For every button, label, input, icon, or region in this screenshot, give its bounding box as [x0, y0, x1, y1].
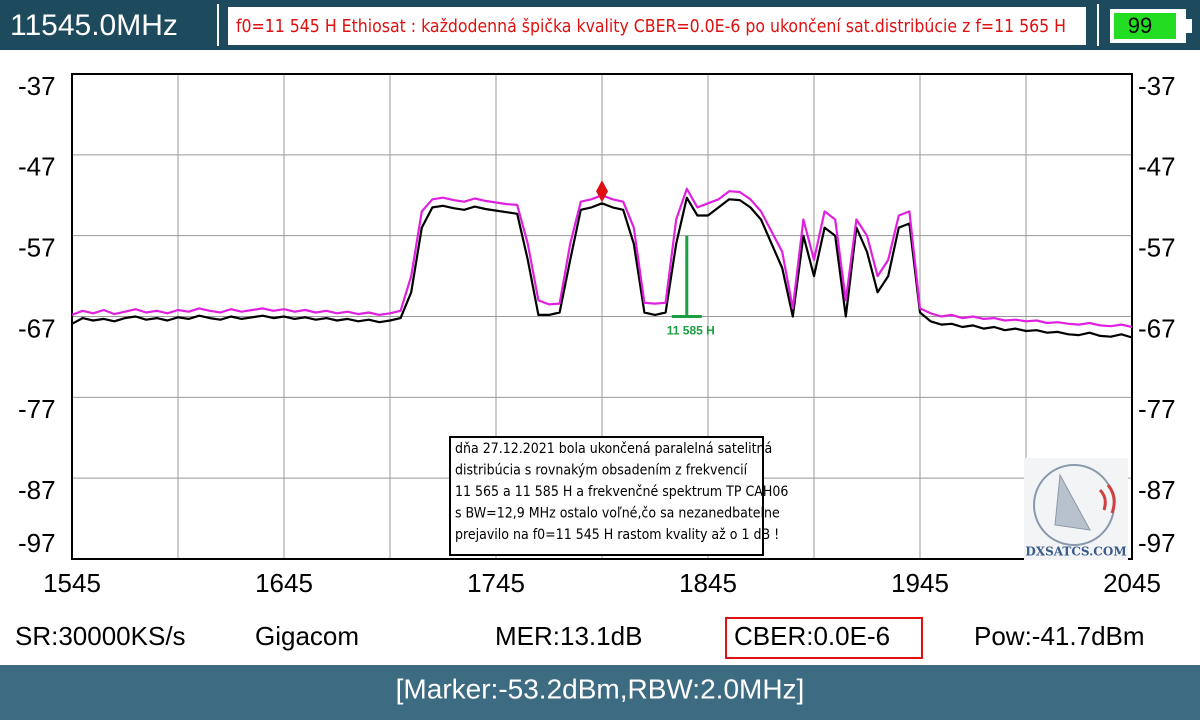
- x-tick-label: 1545: [43, 568, 101, 598]
- spectrum-chart: -97 -97 -87 -87 -77 -77 -67 -67 -57 -57 -47 -47 -37 -…: [18, 71, 1176, 598]
- y-tick-label: -57: [18, 233, 56, 263]
- logo-dish: [1054, 473, 1091, 531]
- note-line: distribúcia s rovnakým obsadením z frekv…: [455, 463, 748, 479]
- message: f0=11 545 H Ethiosat : každodenná špička…: [236, 16, 1066, 37]
- mer: MER:13.1dB: [495, 621, 642, 651]
- y-tick-label: -97: [1138, 528, 1176, 558]
- y-tick-label: -47: [18, 152, 56, 182]
- note-line: s BW=12,9 MHz ostalo voľné,čo sa nezaned…: [455, 506, 780, 522]
- cber: CBER:0.0E-6: [734, 621, 890, 651]
- battery-level: [1114, 13, 1176, 39]
- marker-readout: [Marker:-53.2dBm,RBW:2.0MHz]: [396, 673, 805, 704]
- battery-text: 99: [1128, 13, 1152, 38]
- plot-frame: [71, 73, 1133, 560]
- note-box: [449, 436, 764, 556]
- logo-waves: [1098, 484, 1116, 514]
- marker: [596, 180, 608, 203]
- x-tick-label: 2045: [1103, 568, 1161, 598]
- y-tick-label: -87: [1138, 475, 1176, 505]
- trace: [71, 196, 1133, 339]
- provider: Gigacom: [255, 621, 359, 651]
- note-line: dňa 27.12.2021 bola ukončená paralelná s…: [455, 441, 772, 457]
- message-box: [228, 7, 1086, 45]
- note-line: 11 565 a 11 585 H a frekvenčné spektrum …: [455, 484, 788, 500]
- y-tick-label: -47: [1138, 152, 1176, 182]
- y-tick-label: -97: [18, 528, 56, 558]
- y-tick-label: -77: [18, 394, 56, 424]
- y-tick-label: -67: [1138, 313, 1176, 343]
- x-tick-label: 1645: [255, 568, 313, 598]
- note-line: prejavilo na f0=11 545 H rastom kvality …: [455, 527, 779, 543]
- logo-text: DXSATCS.COM: [1025, 545, 1126, 559]
- y-tick-label: -37: [18, 71, 56, 101]
- battery-tip: [1186, 19, 1192, 33]
- x-tick-label: 1945: [891, 568, 949, 598]
- frequency: 11545.0MHz: [10, 9, 178, 42]
- cber-box: [725, 617, 923, 659]
- x-tick-label: 1845: [679, 568, 737, 598]
- bw-marker-label: 11 585 H: [667, 324, 715, 338]
- footer-bar: [0, 665, 1200, 720]
- symbol-rate: SR:30000KS/s: [15, 621, 186, 651]
- y-tick-label: -37: [1138, 71, 1176, 101]
- power: Pow:-41.7dBm: [974, 621, 1145, 651]
- y-tick-label: -77: [1138, 394, 1176, 424]
- x-tick-label: 1745: [467, 568, 525, 598]
- y-tick-label: -67: [18, 313, 56, 343]
- y-tick-label: -87: [18, 475, 56, 505]
- y-tick-label: -57: [1138, 233, 1176, 263]
